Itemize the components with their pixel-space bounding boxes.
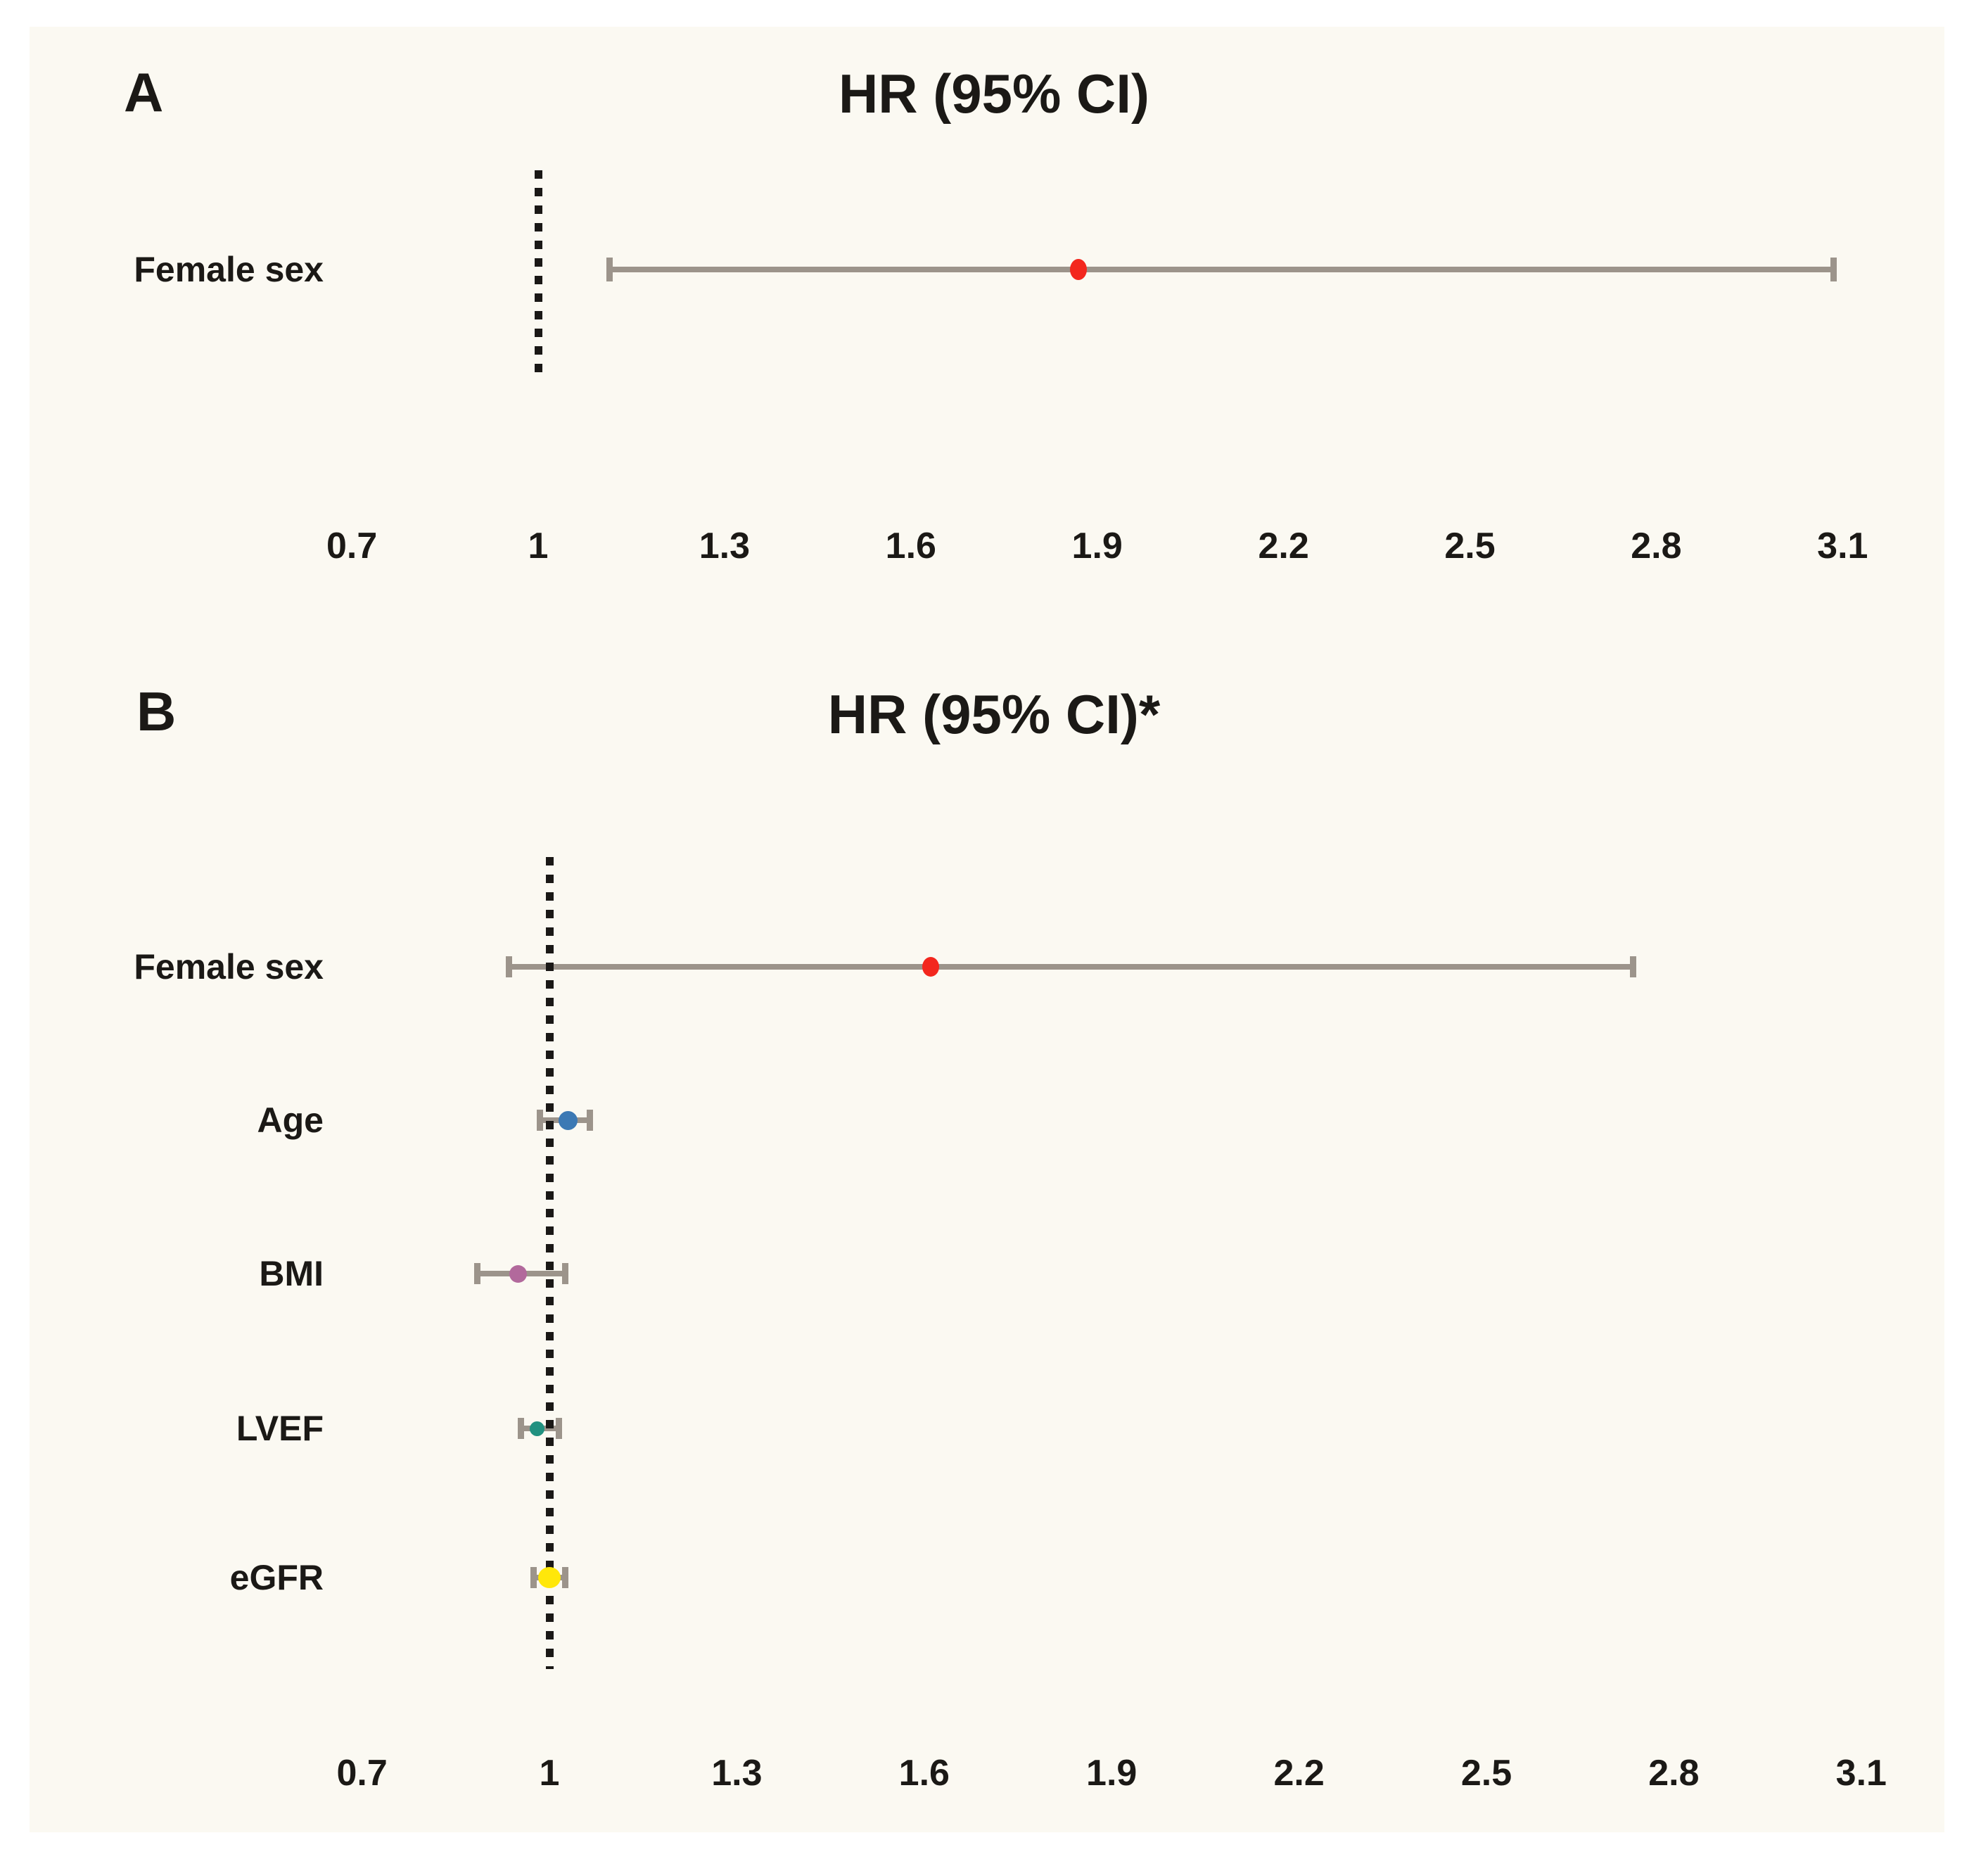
x-tick-label: 1.9 <box>1086 1753 1138 1794</box>
point-estimate-dot <box>538 1567 561 1588</box>
point-estimate-dot <box>509 1264 528 1283</box>
x-tick-label: 2.2 <box>1273 1753 1325 1794</box>
ci-cap-left <box>518 1418 525 1439</box>
x-tick-label: 1.3 <box>699 526 751 566</box>
point-estimate-dot <box>529 1421 544 1436</box>
ci-bar <box>612 267 1830 272</box>
ci-bar <box>511 964 1631 970</box>
row-label: eGFR <box>229 1558 324 1597</box>
row-label: Age <box>257 1101 324 1140</box>
point-estimate-dot <box>922 957 939 977</box>
ci-cap-right <box>561 1263 568 1284</box>
ci-cap-left <box>537 1110 544 1131</box>
reference-line-hr1 <box>534 170 542 381</box>
x-tick-label: 1.6 <box>885 526 936 566</box>
ci-cap-left <box>606 258 613 281</box>
x-tick-label: 3.1 <box>1835 1753 1887 1794</box>
ci-cap-right <box>1630 956 1637 977</box>
x-tick-label: 2.5 <box>1444 526 1496 566</box>
reference-line-hr1 <box>545 857 554 1669</box>
x-tick-label: 1 <box>528 526 549 566</box>
ci-cap-right <box>1830 258 1837 281</box>
x-tick-label: 2.8 <box>1648 1753 1700 1794</box>
x-tick-label: 0.7 <box>336 1753 388 1794</box>
x-tick-label: 1.3 <box>711 1753 763 1794</box>
ci-cap-left <box>474 1263 481 1284</box>
panel-a-title: HR (95% CI) <box>838 63 1150 125</box>
panel-a-letter: A <box>124 61 164 123</box>
x-tick-label: 2.8 <box>1631 526 1682 566</box>
point-estimate-dot <box>1070 259 1088 280</box>
row-label: Female sex <box>134 250 324 289</box>
panel-b-title: HR (95% CI)* <box>827 683 1161 745</box>
x-tick-label: 3.1 <box>1817 526 1868 566</box>
row-label: Female sex <box>134 947 324 987</box>
row-label: LVEF <box>236 1409 324 1448</box>
x-tick-label: 1 <box>539 1753 560 1794</box>
ci-cap-left <box>505 956 512 977</box>
x-tick-label: 2.5 <box>1460 1753 1512 1794</box>
ci-cap-right <box>587 1110 594 1131</box>
ci-cap-left <box>530 1567 537 1588</box>
point-estimate-dot <box>559 1110 578 1130</box>
figure-background <box>30 27 1944 1832</box>
ci-cap-right <box>555 1418 562 1439</box>
x-tick-label: 1.6 <box>898 1753 950 1794</box>
x-tick-label: 2.2 <box>1258 526 1309 566</box>
panel-b-letter: B <box>136 680 177 742</box>
row-label: BMI <box>259 1254 324 1293</box>
x-tick-label: 1.9 <box>1071 526 1123 566</box>
ci-cap-right <box>561 1567 568 1588</box>
x-tick-label: 0.7 <box>326 526 378 566</box>
